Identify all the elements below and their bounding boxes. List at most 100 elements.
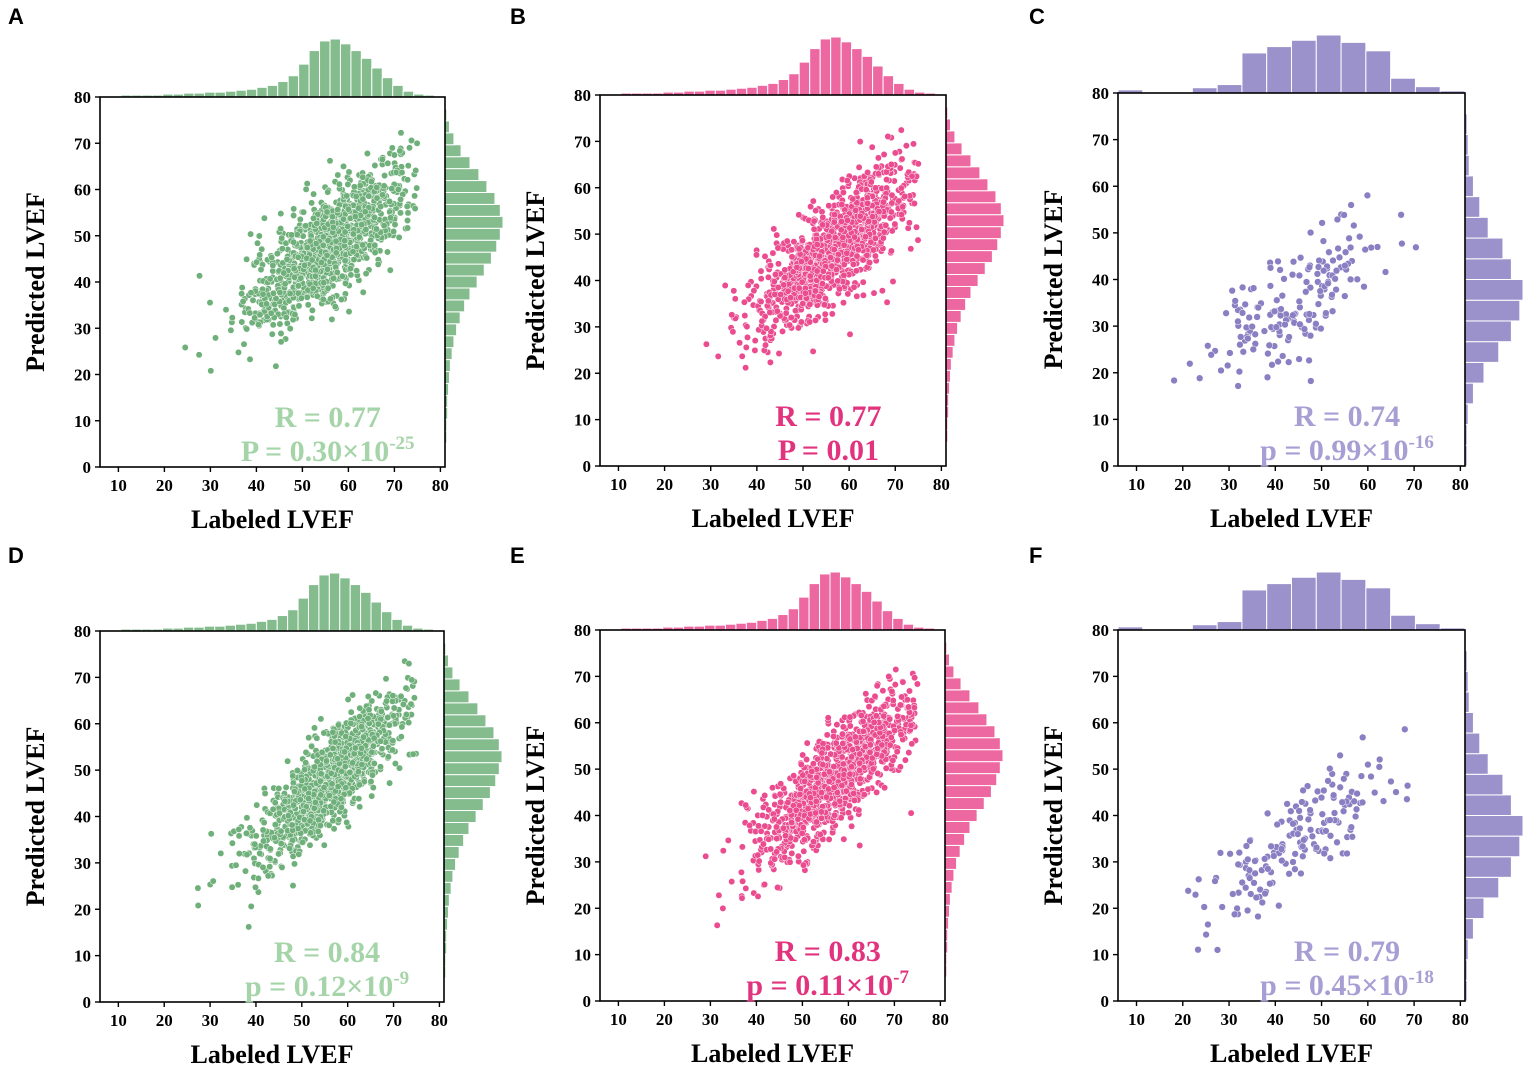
- data-point: [358, 723, 366, 731]
- data-point: [306, 237, 314, 245]
- data-point: [266, 845, 274, 853]
- data-point: [313, 219, 321, 227]
- histogram-bar: [444, 287, 471, 301]
- data-point: [862, 690, 870, 698]
- panel-letter: B: [510, 4, 526, 29]
- data-point: [869, 765, 877, 773]
- data-point: [277, 210, 285, 218]
- stat-p: P = 0.30×10-25: [241, 433, 415, 468]
- histogram-bar: [809, 48, 821, 96]
- histogram-bar: [1216, 84, 1243, 94]
- histogram-bar: [777, 614, 789, 631]
- data-point: [810, 838, 817, 846]
- data-point: [372, 689, 380, 697]
- data-point: [1253, 313, 1261, 321]
- y-tick-label: 20: [74, 900, 91, 919]
- y-tick-label: 70: [1092, 131, 1109, 150]
- data-point: [326, 157, 334, 165]
- x-tick-label: 20: [156, 476, 173, 495]
- y-tick-label: 70: [74, 668, 91, 687]
- data-point: [853, 292, 861, 300]
- data-point: [391, 221, 399, 229]
- histogram-bar: [443, 762, 500, 776]
- data-point: [897, 126, 905, 134]
- data-point: [296, 796, 304, 804]
- data-point: [1328, 291, 1336, 299]
- data-point: [833, 721, 841, 729]
- data-point: [850, 796, 858, 804]
- data-point: [316, 822, 324, 830]
- histogram-bar: [255, 620, 268, 632]
- panel-letter: D: [8, 543, 24, 568]
- data-point: [360, 733, 367, 741]
- data-point: [362, 270, 370, 278]
- data-point: [320, 729, 328, 737]
- x-tick-label: 60: [1359, 475, 1376, 494]
- y-tick-label: 70: [574, 132, 591, 151]
- x-tick-label: 70: [1406, 475, 1423, 494]
- data-point: [319, 295, 327, 303]
- x-marginal-histogram: [99, 38, 446, 98]
- histogram-bar: [319, 40, 331, 98]
- histogram-bar: [945, 154, 972, 168]
- data-point: [235, 348, 242, 356]
- histogram-bar: [767, 82, 779, 96]
- data-point: [357, 744, 365, 752]
- histogram-bar: [756, 619, 768, 631]
- data-point: [1363, 191, 1372, 200]
- histogram-bar: [1464, 341, 1500, 363]
- data-point: [891, 681, 899, 689]
- data-point: [324, 265, 331, 273]
- data-point: [306, 817, 314, 825]
- data-point: [761, 822, 769, 830]
- histogram-bar: [444, 144, 462, 158]
- data-point: [751, 346, 759, 354]
- data-point: [859, 291, 867, 299]
- data-point: [724, 836, 732, 844]
- histogram-bar: [1464, 175, 1474, 198]
- data-point: [883, 298, 891, 306]
- data-point: [359, 173, 367, 181]
- data-point: [1288, 271, 1297, 279]
- histogram-bar: [882, 75, 895, 96]
- data-point: [359, 241, 367, 249]
- histogram-bar: [830, 36, 842, 96]
- panel-c: C10 20 30 40 50 60 70 8001020304050607080Labele…: [1029, 4, 1524, 533]
- histogram-bar: [945, 190, 997, 204]
- data-point: [380, 182, 388, 190]
- data-point: [300, 208, 308, 216]
- data-point: [782, 309, 790, 317]
- data-point: [259, 863, 267, 871]
- histogram-bar: [266, 84, 279, 98]
- data-point: [352, 193, 360, 200]
- data-point: [345, 168, 353, 176]
- data-point: [408, 676, 416, 684]
- data-point: [838, 782, 846, 789]
- data-point: [881, 784, 889, 792]
- x-tick-label: 70: [386, 476, 403, 495]
- y-tick-label: 40: [74, 808, 91, 827]
- histogram-bar: [444, 215, 504, 229]
- data-point: [1249, 284, 1258, 292]
- x-tick-label: 30: [702, 475, 719, 494]
- data-point: [795, 211, 803, 219]
- data-point: [253, 258, 261, 266]
- data-point: [840, 271, 848, 279]
- histogram-bar: [839, 576, 852, 631]
- data-point: [1276, 266, 1284, 274]
- data-point: [753, 251, 760, 259]
- data-point: [397, 129, 405, 137]
- histogram-bar: [298, 63, 310, 98]
- histogram-bar: [881, 610, 894, 631]
- histogram-bar: [788, 73, 800, 96]
- histogram-bar: [944, 809, 978, 822]
- data-point: [746, 822, 754, 829]
- histogram-bar: [756, 84, 769, 96]
- data-point: [329, 223, 337, 231]
- histogram-bar: [443, 798, 484, 812]
- data-point: [291, 273, 298, 281]
- data-point: [762, 341, 769, 349]
- data-point: [344, 222, 352, 230]
- data-point: [402, 684, 410, 692]
- histogram-bar: [329, 38, 341, 98]
